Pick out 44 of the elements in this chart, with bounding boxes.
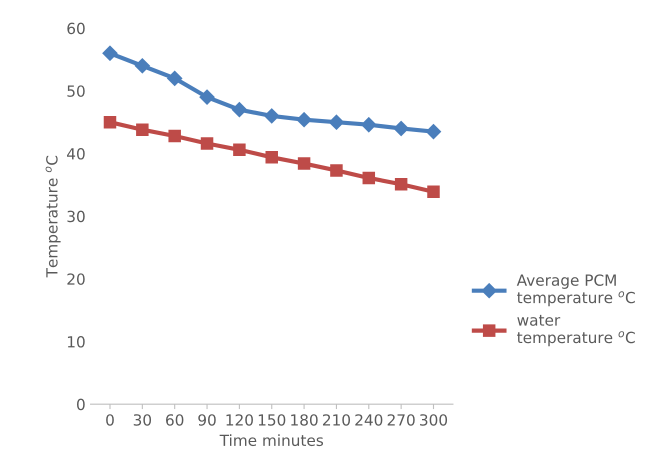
point: [134, 58, 150, 74]
point: [233, 144, 246, 156]
x-tick-label: 240: [355, 414, 382, 426]
y-axis-title: Temperature $^{o}$C: [46, 156, 61, 278]
point: [199, 90, 215, 105]
y-tick-label: 20: [67, 273, 85, 285]
x-tick-label: 30: [134, 414, 152, 426]
y-tick-label: 50: [67, 85, 85, 97]
point: [232, 102, 247, 118]
x-tick-label: 0: [106, 414, 114, 426]
y-tick-label: 40: [67, 148, 85, 160]
point: [265, 151, 278, 164]
x-tick-label: 300: [420, 414, 448, 426]
point: [167, 70, 182, 86]
point: [104, 116, 116, 128]
y-tick-label: 10: [68, 336, 85, 348]
point: [362, 172, 376, 184]
point: [394, 178, 408, 190]
x-axis-title: Time minutes: [220, 434, 324, 446]
point: [200, 137, 214, 150]
point: [168, 130, 181, 142]
point: [427, 186, 440, 198]
point: [102, 46, 118, 61]
x-tick-label: 60: [166, 414, 184, 426]
point: [426, 124, 442, 140]
point: [394, 120, 409, 136]
point: [136, 123, 149, 136]
point: [264, 108, 280, 124]
y-tick-label: 30: [67, 210, 85, 222]
x-tick-label: 210: [322, 414, 350, 426]
x-tick-label: 270: [388, 414, 415, 426]
x-tick-label: 120: [226, 414, 253, 426]
y-tick-label: 60: [67, 22, 85, 34]
x-tick-label: 180: [291, 414, 318, 426]
point: [328, 114, 344, 130]
x-tick-label: 90: [198, 414, 216, 426]
point: [296, 112, 312, 128]
point: [361, 117, 376, 132]
x-tick-label: 150: [258, 414, 286, 426]
legend-label: water temperature $^{o}$C: [517, 314, 635, 346]
legend-label: Average PCM temperature $^{o}$C: [516, 274, 635, 306]
y-tick-label: 0: [77, 398, 85, 410]
point: [330, 164, 343, 177]
point: [298, 157, 310, 170]
